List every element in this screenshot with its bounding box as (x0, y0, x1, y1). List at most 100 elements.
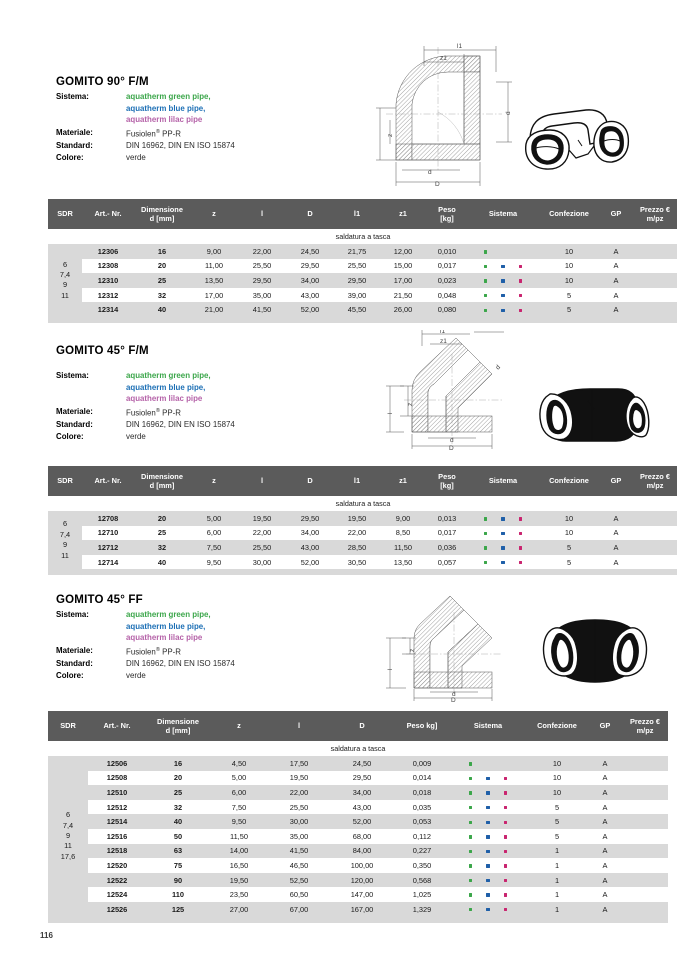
cell-l1: 25,50 (334, 258, 380, 274)
cell-z1: 8,50 (380, 525, 426, 541)
col-peso: Peso [kg] (426, 199, 468, 229)
cell-sistema (450, 858, 526, 873)
col-z: z (190, 466, 238, 496)
cell-sistema (450, 843, 526, 859)
spec-label-materiale: Materiale: (56, 406, 93, 416)
system-dot-lilac (503, 820, 508, 824)
material-name: Fusiolen (126, 647, 156, 657)
dim-label-D: D (449, 445, 454, 450)
cell-art-nr: 12514 (88, 814, 146, 829)
system-dot-blue (486, 835, 490, 839)
spec-sistema: Sistema: aquatherm green pipe, aquatherm… (56, 370, 235, 405)
cell-dimensione: 40 (146, 814, 210, 829)
cell-l: 52,50 (268, 872, 330, 888)
cell-z: 4,50 (210, 756, 268, 771)
cell-z: 7,50 (190, 540, 238, 555)
col-z1: z1 (380, 466, 426, 496)
cell-peso: 0,018 (394, 785, 450, 800)
system-dot-green (483, 560, 488, 565)
table-row: 12516 50 11,50 35,00 68,00 0,112 5 A (48, 828, 668, 844)
cell-art-nr: 12516 (88, 828, 146, 844)
system-blue: aquatherm blue pipe, (126, 103, 206, 113)
section-title: GOMITO 45° F/M (56, 345, 149, 357)
cell-D: 43,00 (286, 287, 334, 303)
cell-confezione: 5 (538, 554, 600, 570)
cell-l: 22,00 (238, 244, 286, 259)
table-spacer-row (48, 569, 677, 576)
spec-value-materiale: Fusiolen® PP-R (126, 645, 181, 658)
section-gomito-90-fm: GOMITO 90° F/M Sistema: aquatherm green … (56, 76, 235, 163)
spec-standard: Standard: DIN 16962, DIN EN ISO 15874 (56, 140, 235, 152)
cell-art-nr: 12710 (82, 525, 134, 541)
cell-confezione: 5 (538, 287, 600, 303)
system-dot-green (468, 776, 473, 781)
cell-D: 167,00 (330, 901, 394, 917)
col-l: l (268, 711, 330, 741)
cell-peso: 0,035 (394, 799, 450, 815)
system-dot-lilac (504, 762, 507, 765)
spec-value-materiale: Fusiolen® PP-R (126, 406, 181, 419)
material-grade: PP-R (159, 129, 181, 139)
cell-gp: A (600, 244, 632, 259)
cell-D: 52,00 (286, 554, 334, 570)
col-sdr: SDR (48, 199, 82, 229)
cell-dimensione: 90 (146, 872, 210, 888)
system-dot-blue (501, 264, 505, 269)
cell-confezione: 5 (526, 828, 588, 844)
dim-label-l1: l1 (457, 43, 462, 50)
cell-l: 19,50 (268, 770, 330, 786)
table-header-row: SDR Art.- Nr. Dimensione d [mm] z l D l1 … (48, 466, 677, 496)
cell-gp: A (588, 858, 622, 873)
cell-z: 9,50 (190, 554, 238, 570)
cell-dimensione: 40 (134, 554, 190, 570)
product-illustration-45-ff (537, 616, 653, 690)
cell-confezione: 5 (538, 302, 600, 317)
table-row: 12526 125 27,00 67,00 167,00 1,329 1 A (48, 901, 668, 917)
cell-D: 120,00 (330, 872, 394, 888)
system-dot-lilac (518, 279, 523, 283)
system-dot-blue (501, 560, 505, 565)
system-dot-green (483, 531, 488, 536)
table-spacer-row (48, 316, 677, 323)
spec-sistema: Sistema: aquatherm green pipe, aquatherm… (56, 91, 235, 126)
col-dimensione: Dimensione d [mm] (134, 199, 190, 229)
cell-dimensione: 16 (146, 756, 210, 771)
cell-prezzo (622, 770, 668, 786)
spec-value-colore: verde (126, 152, 146, 162)
system-dot-green (468, 849, 473, 854)
cell-prezzo (632, 525, 677, 541)
cell-art-nr: 12308 (82, 258, 134, 274)
cell-gp: A (600, 273, 632, 288)
cell-sistema (450, 799, 526, 815)
system-dot-green (483, 250, 488, 254)
table-row: 12312 32 17,00 35,00 43,00 39,00 21,50 0,048 5 A (48, 287, 677, 303)
cell-z1: 17,00 (380, 273, 426, 288)
spec-label-colore: Colore: (56, 431, 84, 441)
cell-art-nr: 12520 (88, 858, 146, 873)
col-prezzo-line1: Prezzo € (640, 471, 670, 481)
col-sdr: SDR (48, 711, 88, 741)
table-subheader-row: saldatura a tasca (48, 741, 668, 756)
cell-dimensione: 32 (134, 287, 190, 303)
cell-sistema (450, 770, 526, 786)
spec-label-sistema: Sistema: (56, 371, 89, 380)
cell-art-nr: 12708 (82, 511, 134, 526)
system-dot-blue (501, 546, 505, 550)
col-prezzo-line2: m/pz (646, 481, 664, 490)
cell-prezzo (632, 540, 677, 555)
page-number: 116 (40, 931, 53, 940)
system-lilac: aquatherm lilac pipe (126, 115, 203, 125)
cell-sistema (450, 814, 526, 829)
system-dot-green (468, 893, 473, 897)
col-gp: GP (588, 711, 622, 741)
cell-l: 30,00 (268, 814, 330, 829)
cell-prezzo (622, 785, 668, 800)
cell-dimensione: 25 (146, 785, 210, 800)
cell-z: 14,00 (210, 843, 268, 859)
cell-l: 25,50 (238, 258, 286, 274)
cell-l: 22,00 (238, 525, 286, 541)
cell-dimensione: 40 (134, 302, 190, 317)
cell-prezzo (622, 872, 668, 888)
cell-prezzo (622, 814, 668, 829)
subheader-saldatura: saldatura a tasca (48, 496, 677, 511)
